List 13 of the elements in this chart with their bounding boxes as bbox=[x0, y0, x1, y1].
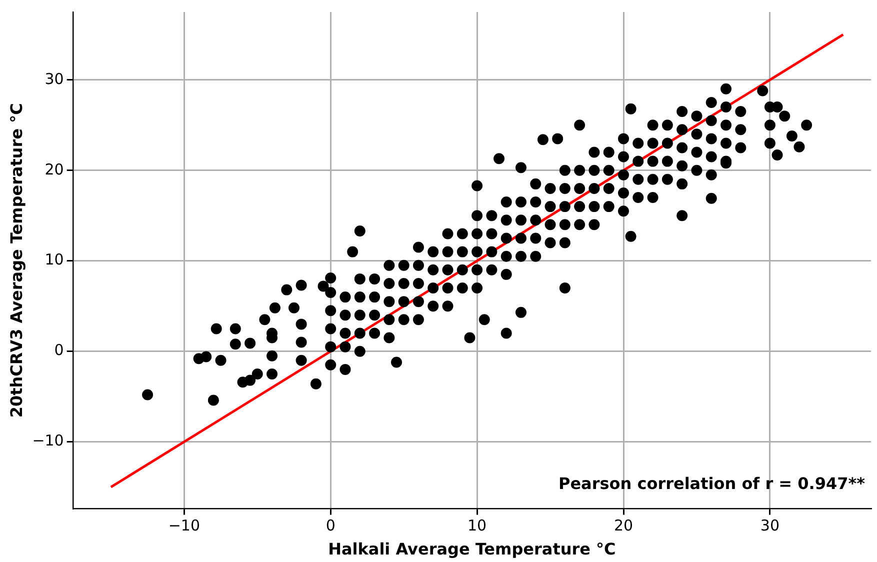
x-axis-title: Halkali Average Temperature °C bbox=[328, 540, 616, 559]
y-tick-label: 30 bbox=[44, 70, 64, 88]
y-tick-label: 10 bbox=[44, 250, 64, 269]
y-axis-title: 20thCRV3 Average Temperature °C bbox=[6, 103, 26, 418]
x-tick-label: 20 bbox=[614, 516, 634, 535]
x-tick-label: 0 bbox=[326, 516, 336, 535]
x-tick-label: 30 bbox=[760, 516, 780, 535]
x-tick-label: −10 bbox=[168, 516, 200, 535]
y-tick-label: 20 bbox=[44, 160, 64, 178]
x-tick-label: 10 bbox=[468, 516, 487, 535]
annotation: Pearson correlation of r = 0.947** bbox=[558, 474, 866, 493]
y-tick-label: 0 bbox=[54, 341, 64, 360]
y-tick-label: −10 bbox=[32, 432, 64, 450]
